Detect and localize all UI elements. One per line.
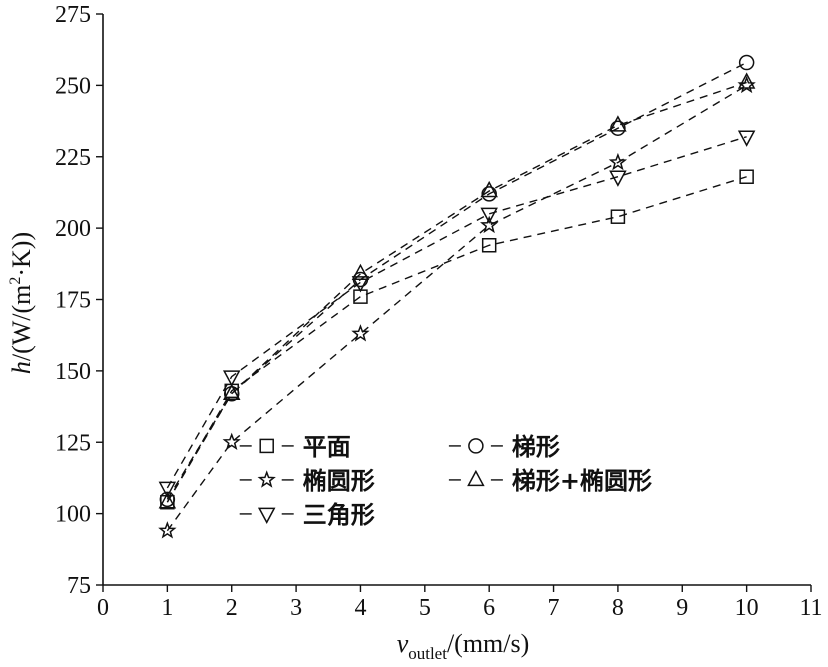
data-point-star: [480, 215, 499, 234]
y-tick-label: 75: [67, 573, 91, 599]
y-tick-label: 125: [55, 430, 91, 456]
ticks: 0 1 2 3 4 5 6 7 8 9 10 11 75 100 125 150 175 200 225 250 275: [55, 2, 823, 621]
y-tick-label: 250: [55, 73, 91, 99]
data-point-triangle-down: [158, 481, 177, 499]
data-point-triangle-up: [158, 492, 177, 509]
x-tick-label: 2: [226, 595, 238, 621]
legend-entry: 三角形: [239, 501, 375, 529]
data-point-circle: [610, 120, 626, 136]
series-line-3: [166, 81, 747, 503]
axes: [102, 14, 811, 586]
x-tick-label: 9: [676, 595, 688, 621]
legend-marker-circle: [468, 438, 484, 454]
x-tick-label: 1: [161, 595, 173, 621]
legend-marker-square: [259, 438, 274, 454]
series-lines: [166, 61, 747, 532]
legend-label: 椭圆形: [303, 467, 375, 495]
x-axis-title-unit: /(mm/s): [447, 629, 529, 658]
series-markers: [158, 54, 756, 539]
legend-label: 梯形+椭圆形: [512, 467, 652, 495]
x-tick-label: 3: [290, 595, 302, 621]
legend-label: 平面: [303, 433, 351, 461]
data-point-triangle-up: [480, 180, 498, 198]
y-tick-label: 150: [55, 359, 91, 385]
data-point-square: [481, 238, 497, 253]
x-axis-title-sub: outlet: [408, 644, 447, 663]
x-tick-label: 5: [419, 595, 431, 621]
y-axis-title-main: h: [7, 361, 36, 374]
x-tick-label: 6: [483, 595, 495, 621]
x-tick-label: 7: [548, 595, 560, 621]
y-tick-label: 275: [55, 2, 91, 28]
data-point-square: [739, 169, 754, 184]
x-tick-label: 8: [612, 595, 624, 621]
legend-label: 梯形: [512, 433, 560, 461]
x-axis-title: voutlet/(mm/s): [397, 629, 530, 663]
data-point-circle: [481, 186, 497, 202]
y-tick-label: 225: [55, 145, 91, 171]
legend-entry: 椭圆形: [239, 467, 375, 495]
data-point-star: [158, 521, 177, 539]
series-line-4: [166, 136, 747, 489]
data-point-triangle-down: [222, 370, 241, 387]
x-tick-label: 11: [799, 595, 822, 621]
data-point-triangle-up: [222, 383, 241, 400]
y-axis-title-unit-end: ·K)): [7, 232, 36, 277]
data-point-circle: [738, 54, 755, 71]
data-point-triangle-down: [737, 130, 756, 147]
x-tick-label: 10: [735, 595, 759, 621]
data-point-triangle-down: [351, 276, 370, 293]
legend-label: 三角形: [303, 501, 375, 529]
series-line-1: [166, 61, 747, 500]
series-line-2: [166, 84, 747, 532]
series-line-0: [166, 176, 747, 503]
data-point-triangle-down: [609, 170, 627, 187]
data-point-square: [610, 209, 626, 224]
data-point-triangle-up: [351, 263, 370, 281]
y-axis-title: h/(W/(m2·K)): [7, 232, 36, 374]
data-point-star: [608, 152, 628, 171]
y-tick-label: 200: [55, 216, 91, 242]
legend-marker-triangle-up: [467, 469, 485, 487]
y-axis-title-sup: 2: [7, 277, 24, 285]
legend-entry: 梯形: [448, 433, 560, 461]
data-point-triangle-up: [737, 72, 756, 89]
x-axis-title-main: v: [397, 629, 409, 658]
legend-marker-triangle-down: [257, 507, 276, 525]
y-tick-label: 175: [55, 288, 91, 314]
data-point-triangle-up: [609, 115, 627, 132]
legend-entry: 平面: [239, 433, 351, 461]
data-point-star: [222, 432, 241, 451]
y-axis-title-unit-start: /(W/(m: [7, 285, 36, 362]
x-tick-label: 4: [354, 595, 366, 621]
y-tick-label: 100: [55, 502, 91, 528]
data-point-star: [351, 324, 370, 342]
legend-entry: 梯形+椭圆形: [448, 467, 652, 495]
legend-marker-star: [257, 470, 276, 488]
x-tick-label: 0: [97, 595, 109, 621]
data-point-triangle-down: [480, 207, 498, 224]
